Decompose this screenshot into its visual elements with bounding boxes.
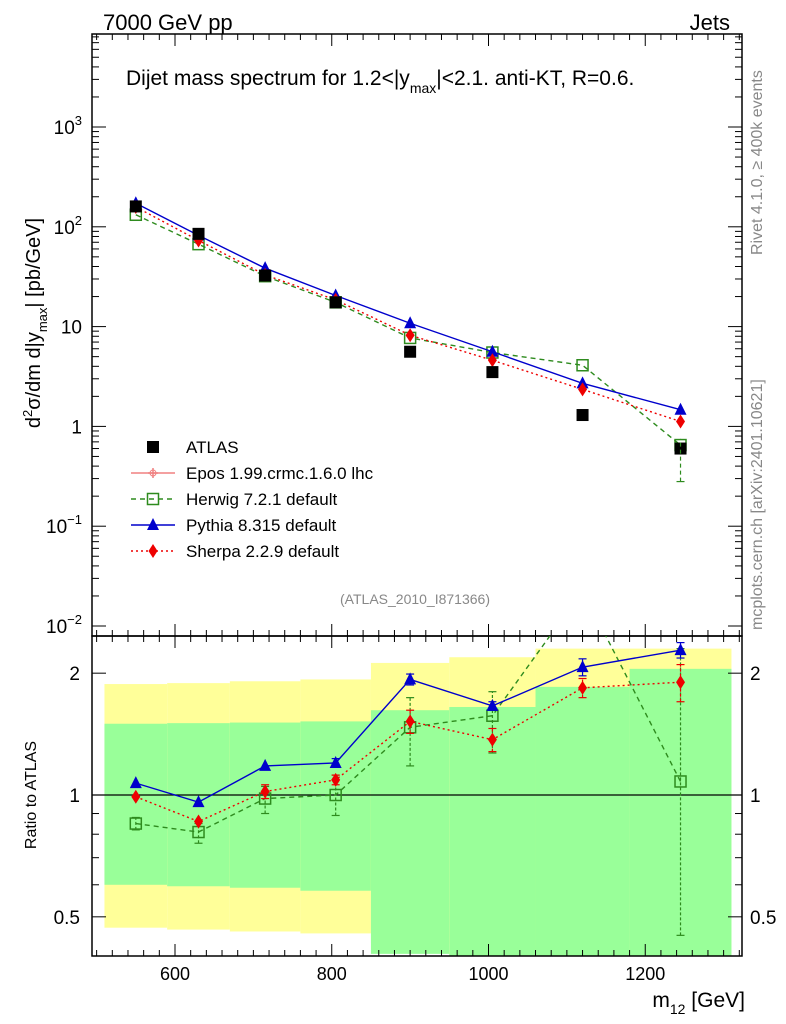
y-tick-label: 10 (61, 318, 82, 339)
marker-square (486, 366, 499, 379)
series-line-3 (135, 202, 681, 411)
marker-square (129, 200, 142, 213)
plot-title: Dijet mass spectrum for 1.2<|ymax|<2.1. … (126, 67, 634, 96)
marker-triangle (404, 672, 417, 685)
ratio-band-green (449, 706, 536, 956)
marker-triangle (147, 518, 159, 530)
marker-diamond (331, 772, 341, 787)
marker-triangle (674, 643, 687, 656)
marker-triangle (192, 795, 205, 808)
marker-diamond (194, 814, 204, 829)
x-tick-label: 1000 (468, 964, 508, 984)
ratio-frame (91, 635, 743, 957)
marker-diamond (578, 382, 588, 397)
marker-triangle (486, 344, 499, 357)
ratio-band-green (535, 686, 630, 956)
marker-triangle (259, 758, 272, 771)
marker-diamond (578, 680, 588, 695)
y-axis-label: d2σ/dm d|ymax| [pb/GeV] (20, 218, 50, 428)
legend-label: Sherpa 2.2.9 default (186, 542, 339, 561)
ratio-band-green (229, 722, 301, 888)
y-tick-label: 10−1 (46, 512, 82, 538)
header-left: 7000 GeV pp (103, 10, 233, 35)
marker-diamond (148, 544, 158, 558)
marker-open-square (576, 358, 589, 372)
marker-open-square (129, 817, 143, 830)
analysis-id: (ATLAS_2010_I871366) (340, 591, 490, 607)
ratio-tick-label: 2 (69, 664, 80, 685)
y-tick-label: 102 (54, 213, 82, 239)
x-tick-label: 600 (160, 964, 190, 984)
ratio-tick-label: 1 (69, 786, 80, 807)
marker-diamond (405, 714, 415, 729)
side-label-top: Rivet 4.1.0, ≥ 400k events (749, 70, 766, 255)
marker-triangle (329, 755, 342, 768)
marker-triangle (486, 698, 499, 711)
ratio-tick-label-right: 1 (750, 786, 761, 807)
marker-square (147, 441, 159, 453)
marker-open-square (146, 492, 160, 506)
marker-diamond (487, 732, 497, 747)
marker-diamond (676, 675, 686, 690)
y-tick-label: 103 (54, 113, 82, 139)
marker-square (329, 296, 342, 309)
marker-triangle (404, 316, 417, 329)
ratio-layer (129, 636, 687, 936)
marker-diamond (131, 789, 141, 804)
marker-triangle (129, 776, 142, 789)
ratio-tick-label-right: 2 (750, 664, 761, 685)
ratio-line-2 (135, 636, 682, 833)
marker-diamond (405, 328, 415, 343)
marker-diamond (260, 784, 270, 799)
y-tick-label: 10−2 (46, 612, 82, 638)
marker-square (576, 409, 589, 422)
marker-square (192, 227, 205, 240)
series-line-4 (135, 206, 681, 423)
ratio-band-green (370, 710, 450, 954)
ratio-band-green (300, 721, 371, 891)
ratio-band-green (104, 723, 168, 885)
ratio-bands (92, 648, 742, 956)
marker-square (404, 345, 417, 358)
legend-label: ATLAS (186, 438, 239, 457)
x-tick-label: 1200 (625, 964, 665, 984)
ratio-tick-label: 0.5 (54, 908, 80, 929)
legend: ATLAS Epos 1.99.crmc.1.6.0 lhc Herwig 7.2.… (131, 438, 374, 561)
ratio-line-3 (135, 649, 681, 803)
legend-label: Epos 1.99.crmc.1.6.0 lhc (186, 464, 374, 483)
y-tick-label: 1 (71, 417, 82, 438)
marker-cross (148, 468, 158, 478)
marker-square (259, 269, 272, 282)
marker-open-square (329, 788, 342, 802)
x-tick-label: 800 (317, 964, 347, 984)
marker-triangle (674, 402, 687, 415)
marker-open-square (674, 775, 687, 788)
marker-triangle (576, 376, 589, 389)
plot-frames (91, 33, 743, 957)
legend-label: Pythia 8.315 default (186, 516, 337, 535)
ticks-layer: 600 800 1000 1200 10−2 10−1 1 10 102 103 0.5 0.5 1 1 2… (46, 34, 776, 984)
cross-ring (149, 469, 157, 477)
series-layer (129, 196, 687, 483)
x-axis-label: m12 [GeV] (652, 989, 745, 1017)
ratio-tick-label-right: 0.5 (750, 908, 776, 929)
marker-square (674, 442, 687, 455)
ratio-y-label: Ratio to ATLAS (23, 741, 40, 849)
marker-diamond (676, 414, 686, 429)
marker-diamond (487, 353, 497, 368)
series-line-2 (135, 214, 681, 446)
legend-label: Herwig 7.2.1 default (186, 490, 337, 509)
side-label-bottom: mcplots.cern.ch [arXiv:2401.10621] (749, 379, 766, 630)
header-right: Jets (690, 10, 730, 35)
marker-triangle (576, 660, 589, 673)
